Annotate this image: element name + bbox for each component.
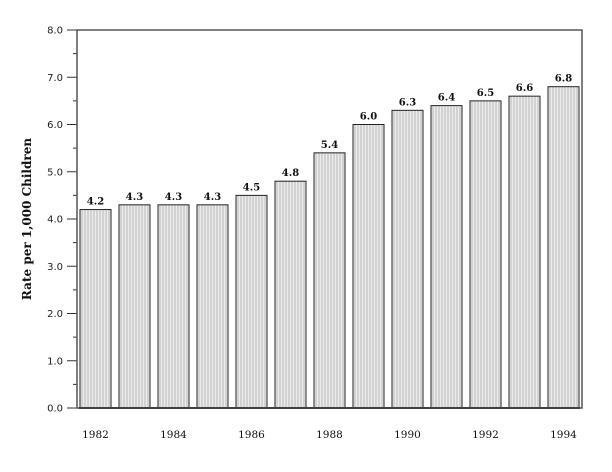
- bar-value-label: 6.6: [516, 83, 533, 94]
- y-tick-label: 6.0: [47, 120, 63, 131]
- x-tick-label: 1990: [394, 429, 421, 441]
- bar-1984: [157, 204, 190, 409]
- bar-1990: [391, 109, 424, 409]
- bar-1983: [118, 204, 151, 409]
- x-axis: 1982 1984 1986 1988 1990 1992 1994: [79, 407, 580, 441]
- y-tick-label: 7.0: [47, 73, 63, 84]
- bar-value-label: 4.2: [87, 197, 104, 208]
- bar-1991: [430, 105, 463, 409]
- bar-value-label: 5.4: [321, 140, 338, 151]
- bar-value-label: 6.0: [360, 112, 377, 123]
- bar-1994: [547, 86, 580, 409]
- bar-value-label: 6.8: [555, 74, 572, 85]
- y-tick-label: 2.0: [47, 309, 63, 320]
- bar-1993: [508, 95, 541, 409]
- bar-value-label: 6.5: [477, 88, 494, 99]
- bar-value-label: 4.3: [204, 192, 221, 203]
- bar-value-label: 4.5: [243, 182, 260, 193]
- y-tick-label: 4.0: [47, 215, 63, 226]
- bar-value-label: 6.4: [438, 93, 455, 104]
- bar-value-label: 4.3: [165, 192, 182, 203]
- bar-1987: [274, 180, 307, 409]
- y-tick-label: 0.0: [47, 404, 63, 415]
- bar-1989: [352, 124, 385, 409]
- x-tick-label: 1984: [160, 429, 187, 441]
- bar-1986: [235, 194, 268, 409]
- bar-value-label: 6.3: [399, 97, 416, 108]
- x-tick-label: 1982: [82, 429, 109, 441]
- x-tick-label: 1994: [550, 429, 577, 441]
- y-tick-label: 1.0: [47, 356, 63, 367]
- y-tick-label: 5.0: [47, 167, 63, 178]
- y-axis-title: Rate per 1,000 Children: [20, 138, 34, 300]
- bar-1992: [469, 100, 502, 409]
- x-tick-label: 1986: [238, 429, 265, 441]
- bar-value-label: 4.8: [282, 168, 299, 179]
- y-tick-label: 8.0: [47, 26, 63, 37]
- y-axis: 0.0 1.0 2.0 3.0 4.0 5.0 6.0 7.0 8.0: [47, 26, 77, 415]
- bar-1985: [196, 204, 229, 409]
- bar-1982: [79, 209, 112, 409]
- x-tick-label: 1988: [316, 429, 343, 441]
- plot-frame: [76, 29, 583, 409]
- y-tick-label: 3.0: [47, 262, 63, 273]
- bar-1988: [313, 152, 346, 409]
- bar-value-label: 4.3: [126, 192, 143, 203]
- bars-group: 4.2 4.3 4.3 4.3 4.5 4.8 5.4 6.0 6.3 6.4 6.5 6.6 6.8: [79, 74, 580, 409]
- x-tick-label: 1992: [472, 429, 499, 441]
